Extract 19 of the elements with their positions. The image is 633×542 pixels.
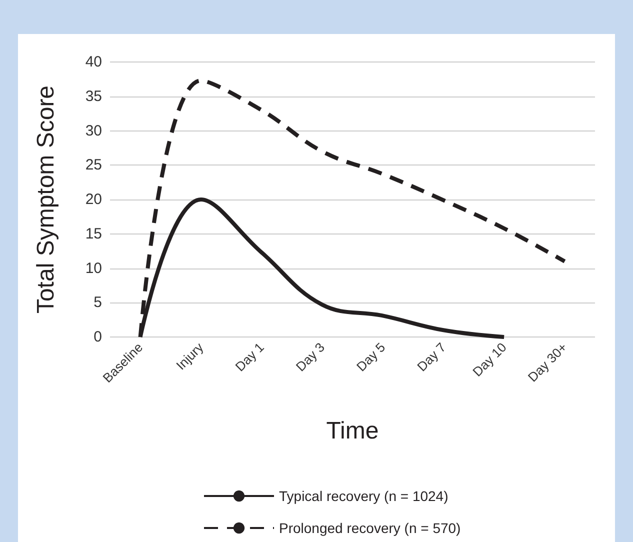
x-tick-label: Day 1 (232, 340, 267, 374)
y-tick-label: 0 (94, 328, 102, 346)
y-tick-label: 35 (85, 88, 102, 105)
y-tick-label: 15 (85, 225, 102, 242)
y-tick-label: 5 (94, 294, 102, 312)
y-tick-label: 25 (85, 156, 102, 174)
x-tick-label: Day 30+ (524, 340, 570, 385)
x-tick-label: Day 10 (470, 340, 510, 380)
y-axis-title: Total Symptom Score (32, 85, 60, 314)
x-tick-label: Day 5 (354, 340, 388, 374)
legend-label: Prolonged recovery (n = 570) (279, 520, 461, 536)
x-tick-label: Day 7 (414, 340, 449, 374)
y-tick-label: 30 (85, 122, 102, 140)
y-tick-label: 10 (85, 260, 102, 277)
legend-label: Typical recovery (n = 1024) (279, 488, 448, 504)
x-axis-title: Time (326, 418, 379, 444)
y-tick-label: 20 (85, 191, 102, 208)
y-tick-label: 40 (85, 54, 102, 70)
x-tick-label: Day 3 (292, 340, 328, 374)
